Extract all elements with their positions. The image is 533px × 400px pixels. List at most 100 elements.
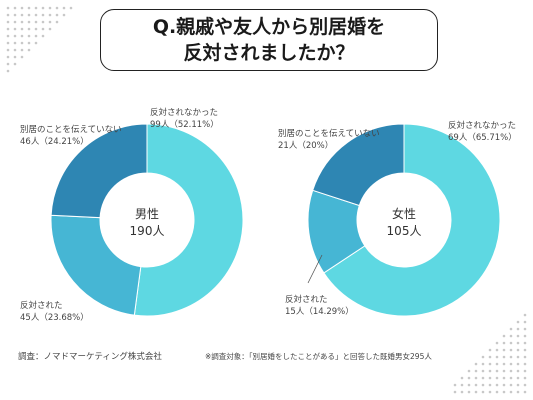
decor-dot (488, 348, 492, 352)
decor-dot (41, 27, 45, 31)
decor-dot (516, 390, 520, 394)
decor-dot (509, 348, 513, 352)
decor-dot (41, 6, 45, 10)
decor-dot (13, 34, 17, 38)
decor-dot (516, 327, 520, 331)
decor-dot (27, 13, 31, 17)
male-center-label: 男性 (134, 207, 159, 221)
decor-dot (34, 27, 38, 31)
decor-dot (6, 62, 10, 66)
callout-line-female-opposed (307, 254, 323, 284)
decor-dot (523, 362, 527, 366)
decor-dot (481, 369, 485, 373)
decor-dot (516, 320, 520, 324)
decor-dot (34, 34, 38, 38)
decor-dot (502, 369, 506, 373)
decor-dot (481, 383, 485, 387)
decor-dot (523, 334, 527, 338)
decor-dot (516, 334, 520, 338)
decor-dot (502, 355, 506, 359)
decor-dot (6, 55, 10, 59)
decor-dot (481, 390, 485, 394)
male-label-not-opposed-name: 反対されなかった (150, 108, 219, 118)
decor-dot (474, 369, 478, 373)
decor-dot (27, 27, 31, 31)
decor-dot (20, 55, 24, 59)
decor-dot (495, 369, 499, 373)
decor-dot (523, 320, 527, 324)
female-slice-0 (323, 123, 501, 317)
decor-dot (467, 383, 471, 387)
decor-dot (523, 355, 527, 359)
decor-dot (48, 27, 52, 31)
decor-dot (6, 41, 10, 45)
female-label-not-opposed-name: 反対されなかった (448, 121, 517, 131)
decor-dot (495, 341, 499, 345)
decor-dot (41, 20, 45, 24)
decor-dot (495, 362, 499, 366)
decor-dot (509, 355, 513, 359)
decor-dot (488, 369, 492, 373)
decor-dot (509, 334, 513, 338)
decor-dot (509, 376, 513, 380)
decor-dot (20, 20, 24, 24)
male-slice-2 (50, 123, 148, 219)
decor-dot (523, 390, 527, 394)
female-slice-2 (312, 123, 405, 207)
decor-dot (460, 376, 464, 380)
decor-dot (516, 341, 520, 345)
male-label-opposed-name: 反対された (20, 301, 63, 311)
decor-dot (20, 27, 24, 31)
female-label-not-opposed: 反対されなかった 69人（65.71%） (448, 120, 517, 144)
decor-dot (20, 6, 24, 10)
decor-dot (516, 362, 520, 366)
female-label-opposed: 反対された 15人（14.29%） (285, 294, 354, 318)
decor-dot (48, 6, 52, 10)
decor-dot (523, 327, 527, 331)
female-center-value: 105人 (386, 224, 422, 238)
question-title-line1: Q.親戚や友人から別居婚を (152, 16, 386, 38)
male-center-value: 190人 (129, 224, 165, 238)
decor-dot (495, 355, 499, 359)
decor-dot (62, 13, 66, 17)
decor-dot (6, 20, 10, 24)
decor-dot (6, 34, 10, 38)
decor-dot (516, 369, 520, 373)
decor-dot (453, 390, 457, 394)
decor-dot (6, 69, 10, 73)
decor-dot (488, 362, 492, 366)
decor-dot (495, 376, 499, 380)
decor-dot (467, 369, 471, 373)
decor-dot (488, 383, 492, 387)
decor-dot (27, 48, 31, 52)
decor-dot (516, 355, 520, 359)
male-label-not-opposed: 反対されなかった 99人（52.11%） (150, 107, 219, 131)
decor-dot (474, 376, 478, 380)
male-label-not-told: 別居のことを伝えていない 46人（24.21%） (20, 124, 122, 148)
decor-dot (460, 383, 464, 387)
decor-dot (488, 376, 492, 380)
decor-dot (502, 348, 506, 352)
decor-dot (13, 6, 17, 10)
decorative-dots (6, 6, 527, 394)
question-title-box: Q.親戚や友人から別居婚を 反対されましたか？ (100, 9, 438, 71)
decor-dot (523, 341, 527, 345)
decor-dot (13, 20, 17, 24)
decor-dot (467, 376, 471, 380)
decor-dot (13, 62, 17, 66)
decor-dot (509, 327, 513, 331)
decor-dot (34, 6, 38, 10)
decor-dot (516, 348, 520, 352)
decor-dot (502, 376, 506, 380)
female-center-label: 女性 (391, 207, 416, 221)
decor-dot (523, 369, 527, 373)
donut-chart-female (307, 123, 501, 317)
decor-dot (48, 20, 52, 24)
decor-dot (27, 6, 31, 10)
decor-dot (62, 6, 66, 10)
decor-dot (13, 55, 17, 59)
female-center-label-group: 女性 105人 (374, 206, 434, 240)
decor-dot (6, 13, 10, 17)
decor-dot (55, 13, 59, 17)
decor-dot (6, 27, 10, 31)
